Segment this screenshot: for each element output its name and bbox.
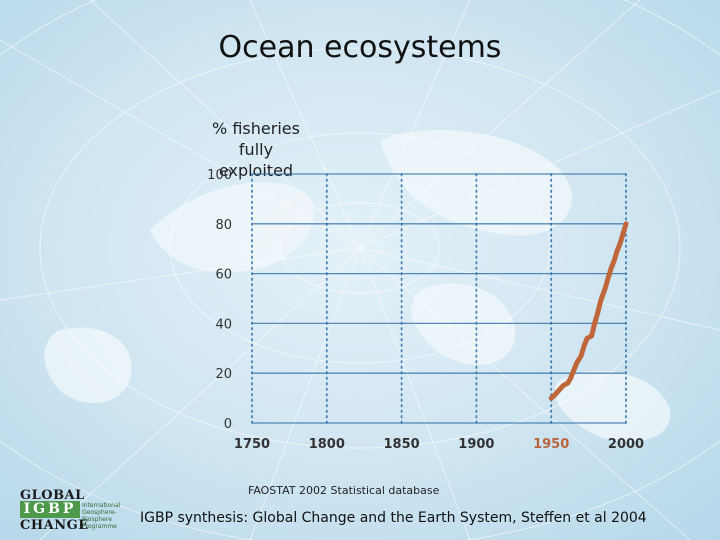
data-point-1983 — [598, 298, 603, 304]
data-point-1981 — [595, 311, 600, 316]
data-point-1996 — [617, 241, 623, 246]
y-tick-label-0: 0 — [224, 417, 232, 432]
data-point-1970 — [578, 353, 584, 358]
igbp-logo: GLOBAL IGBP CHANGE International Geosphe… — [20, 488, 140, 533]
logo-tagline: International Geosphere-Biosphere Progra… — [82, 502, 121, 530]
x-tick-label-1800: 1800 — [309, 437, 345, 452]
source-note: FAOSTAT 2002 Statistical database — [248, 484, 440, 497]
logo-line-global: GLOBAL — [20, 488, 85, 503]
data-point-1992 — [611, 258, 617, 264]
data-point-1977 — [589, 333, 594, 339]
data-point-2000 — [623, 221, 629, 226]
y-tick-label-100: 100 — [207, 168, 232, 183]
data-point-1961 — [565, 380, 570, 386]
data-point-1950 — [549, 395, 554, 401]
x-tick-label-2000: 2000 — [608, 437, 644, 452]
slide-title: Ocean ecosystems — [218, 30, 502, 65]
data-point-1979 — [592, 321, 597, 326]
data-point-1974 — [584, 336, 590, 341]
logo-line-change: CHANGE — [20, 518, 89, 533]
data-point-1967 — [574, 361, 579, 366]
y-axis-label: % fisheries fully exploited — [196, 118, 316, 181]
data-point-1952 — [551, 393, 557, 398]
data-point-1963 — [568, 375, 573, 381]
y-tick-label-40: 40 — [215, 317, 232, 332]
data-point-1965 — [571, 368, 576, 373]
series-line-0 — [548, 221, 629, 401]
y-tick-label-20: 20 — [215, 367, 232, 382]
data-point-1988 — [605, 276, 611, 281]
data-point-1986 — [602, 286, 608, 291]
x-tick-label-1950: 1950 — [533, 437, 569, 452]
data-point-1972 — [581, 343, 587, 349]
y-axis-label-line-1: % fisheries fully — [212, 119, 300, 159]
data-point-1990 — [608, 266, 614, 271]
y-axis-label-line-2: exploited — [218, 161, 294, 180]
logo-line-igbp: IGBP — [20, 501, 80, 518]
y-tick-label-80: 80 — [215, 218, 232, 233]
x-tick-label-1750: 1750 — [234, 437, 270, 452]
x-tick-label-1850: 1850 — [384, 437, 420, 452]
data-point-1958 — [560, 383, 566, 388]
citation-text: IGBP synthesis: Global Change and the Ea… — [140, 510, 647, 526]
y-tick-label-60: 60 — [215, 268, 232, 283]
x-tick-label-1900: 1900 — [458, 437, 494, 452]
data-point-1994 — [614, 248, 620, 254]
data-point-1955 — [556, 388, 561, 393]
data-point-1998 — [620, 231, 626, 236]
